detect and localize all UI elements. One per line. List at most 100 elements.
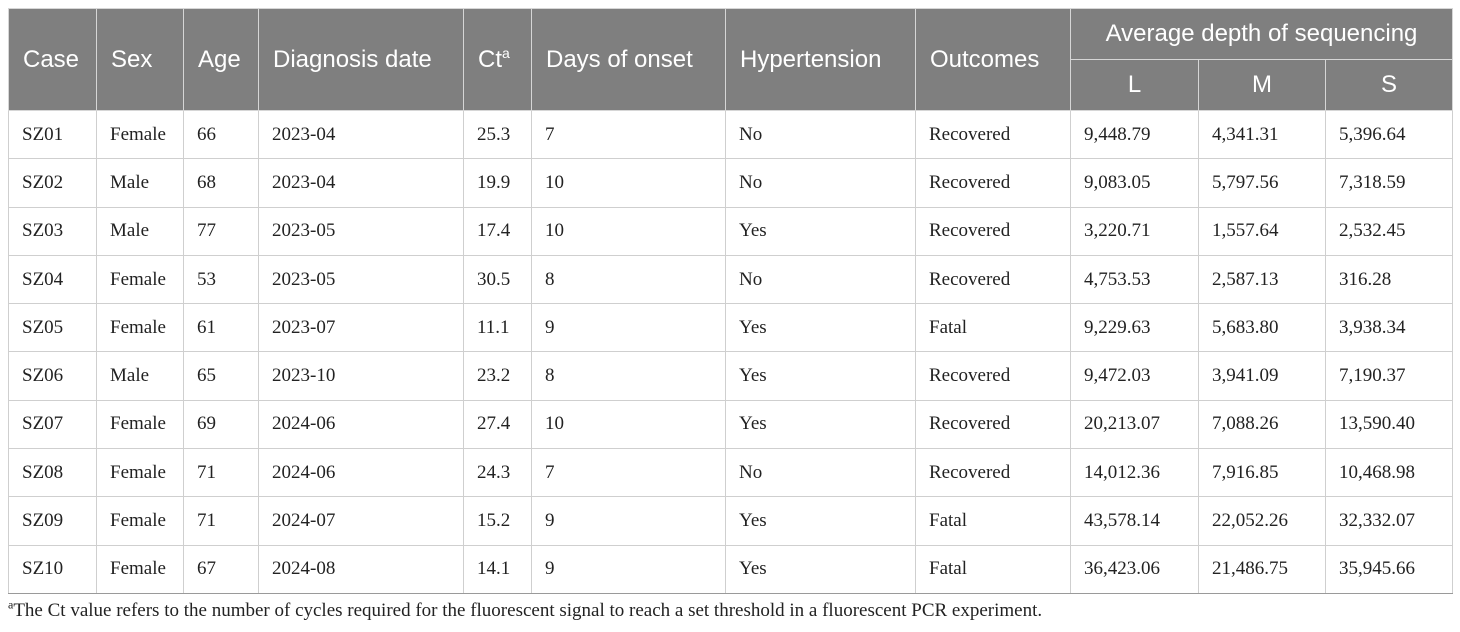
cell-diagnosis-date: 2023-04	[258, 109, 464, 160]
cell-depth-m: 2,587.13	[1198, 254, 1326, 305]
cell-depth-m: 3,941.09	[1198, 351, 1326, 401]
cell-ct: 27.4	[463, 399, 532, 450]
table-body: SZ01 Female 66 2023-04 25.3 7 No Recovered 9,448…	[8, 109, 1454, 594]
header-case: Case	[8, 8, 97, 111]
cell-depth-l: 9,472.03	[1070, 351, 1199, 401]
cell-days-of-onset: 9	[531, 496, 726, 546]
cell-case: SZ08	[8, 448, 97, 498]
cell-ct: 25.3	[463, 109, 532, 160]
cell-sex: Female	[96, 303, 184, 353]
cell-depth-m: 7,916.85	[1198, 448, 1326, 498]
cell-sex: Female	[96, 109, 184, 160]
cell-outcome: Fatal	[915, 496, 1071, 546]
cell-depth-m: 22,052.26	[1198, 496, 1326, 546]
cell-depth-m: 1,557.64	[1198, 206, 1326, 256]
cell-depth-s: 7,318.59	[1324, 158, 1454, 208]
cell-hypertension: Yes	[725, 303, 916, 353]
cell-days-of-onset: 7	[531, 109, 726, 160]
header-diagnosis-date: Diagnosis date	[258, 8, 464, 111]
cell-diagnosis-date: 2023-05	[258, 206, 464, 256]
cell-outcome: Recovered	[915, 399, 1071, 450]
cell-depth-s: 32,332.07	[1324, 496, 1454, 546]
header-age: Age	[183, 8, 259, 111]
table-row: SZ05 Female 61 2023-07 11.1 9 Yes Fatal 9,229.63…	[8, 303, 1454, 353]
cell-diagnosis-date: 2023-05	[258, 254, 464, 305]
header-ct-label: Ct	[478, 45, 502, 73]
header-hypertension: Hypertension	[725, 8, 916, 111]
header-s: S	[1324, 59, 1454, 111]
cell-depth-s: 3,938.34	[1324, 303, 1454, 353]
cell-depth-l: 9,229.63	[1070, 303, 1199, 353]
data-table: Case Sex Age Diagnosis date Cta Days of …	[8, 8, 1454, 594]
table-row: SZ10 Female 67 2024-08 14.1 9 Yes Fatal 36,423.0…	[8, 544, 1454, 594]
cell-age: 67	[183, 544, 259, 594]
cell-outcome: Recovered	[915, 206, 1071, 256]
cell-hypertension: No	[725, 158, 916, 208]
cell-depth-m: 5,683.80	[1198, 303, 1326, 353]
footnote-text: The Ct value refers to the number of cyc…	[13, 599, 1043, 621]
cell-age: 71	[183, 496, 259, 546]
cell-outcome: Recovered	[915, 351, 1071, 401]
cell-depth-s: 7,190.37	[1324, 351, 1454, 401]
header-ct: Cta	[463, 8, 532, 111]
cell-sex: Female	[96, 254, 184, 305]
cell-age: 71	[183, 448, 259, 498]
table-header: Case Sex Age Diagnosis date Cta Days of …	[8, 8, 1454, 111]
cell-age: 66	[183, 109, 259, 160]
cell-depth-m: 4,341.31	[1198, 109, 1326, 160]
cell-sex: Female	[96, 496, 184, 546]
cell-case: SZ09	[8, 496, 97, 546]
cell-days-of-onset: 8	[531, 351, 726, 401]
cell-ct: 24.3	[463, 448, 532, 498]
cell-days-of-onset: 8	[531, 254, 726, 305]
cell-outcome: Fatal	[915, 544, 1071, 594]
cell-case: SZ01	[8, 109, 97, 160]
cell-diagnosis-date: 2024-07	[258, 496, 464, 546]
cell-age: 69	[183, 399, 259, 450]
cell-sex: Male	[96, 351, 184, 401]
cell-hypertension: No	[725, 254, 916, 305]
cell-ct: 19.9	[463, 158, 532, 208]
cell-hypertension: Yes	[725, 206, 916, 256]
cell-depth-l: 20,213.07	[1070, 399, 1199, 450]
header-outcomes: Outcomes	[915, 8, 1071, 111]
cell-age: 68	[183, 158, 259, 208]
cell-outcome: Recovered	[915, 109, 1071, 160]
cell-hypertension: Yes	[725, 496, 916, 546]
header-sex: Sex	[96, 8, 184, 111]
cell-hypertension: No	[725, 109, 916, 160]
cell-sex: Male	[96, 206, 184, 256]
cell-diagnosis-date: 2023-04	[258, 158, 464, 208]
cell-case: SZ05	[8, 303, 97, 353]
cell-depth-s: 5,396.64	[1324, 109, 1454, 160]
table-row: SZ02 Male 68 2023-04 19.9 10 No Recovered 9,083.…	[8, 158, 1454, 208]
table-row: SZ04 Female 53 2023-05 30.5 8 No Recovered 4,753…	[8, 254, 1454, 305]
table-container: Case Sex Age Diagnosis date Cta Days of …	[8, 8, 1454, 622]
header-m: M	[1198, 59, 1326, 111]
cell-depth-m: 5,797.56	[1198, 158, 1326, 208]
cell-hypertension: Yes	[725, 399, 916, 450]
cell-depth-l: 4,753.53	[1070, 254, 1199, 305]
cell-sex: Female	[96, 448, 184, 498]
table-row: SZ08 Female 71 2024-06 24.3 7 No Recovered 14,01…	[8, 448, 1454, 498]
cell-depth-l: 43,578.14	[1070, 496, 1199, 546]
cell-sex: Male	[96, 158, 184, 208]
cell-ct: 23.2	[463, 351, 532, 401]
cell-outcome: Recovered	[915, 158, 1071, 208]
cell-depth-s: 13,590.40	[1324, 399, 1454, 450]
cell-diagnosis-date: 2024-06	[258, 399, 464, 450]
cell-outcome: Fatal	[915, 303, 1071, 353]
cell-depth-m: 21,486.75	[1198, 544, 1326, 594]
cell-depth-l: 3,220.71	[1070, 206, 1199, 256]
cell-age: 61	[183, 303, 259, 353]
cell-diagnosis-date: 2023-10	[258, 351, 464, 401]
header-average-depth: Average depth of sequencing	[1069, 8, 1454, 60]
cell-outcome: Recovered	[915, 448, 1071, 498]
cell-depth-l: 9,083.05	[1070, 158, 1199, 208]
cell-depth-s: 316.28	[1324, 254, 1454, 305]
cell-depth-l: 14,012.36	[1070, 448, 1199, 498]
header-ct-footnote-marker: a	[502, 44, 510, 61]
cell-days-of-onset: 10	[531, 399, 726, 450]
cell-hypertension: Yes	[725, 351, 916, 401]
table-row: SZ09 Female 71 2024-07 15.2 9 Yes Fatal 43,578.1…	[8, 496, 1454, 546]
